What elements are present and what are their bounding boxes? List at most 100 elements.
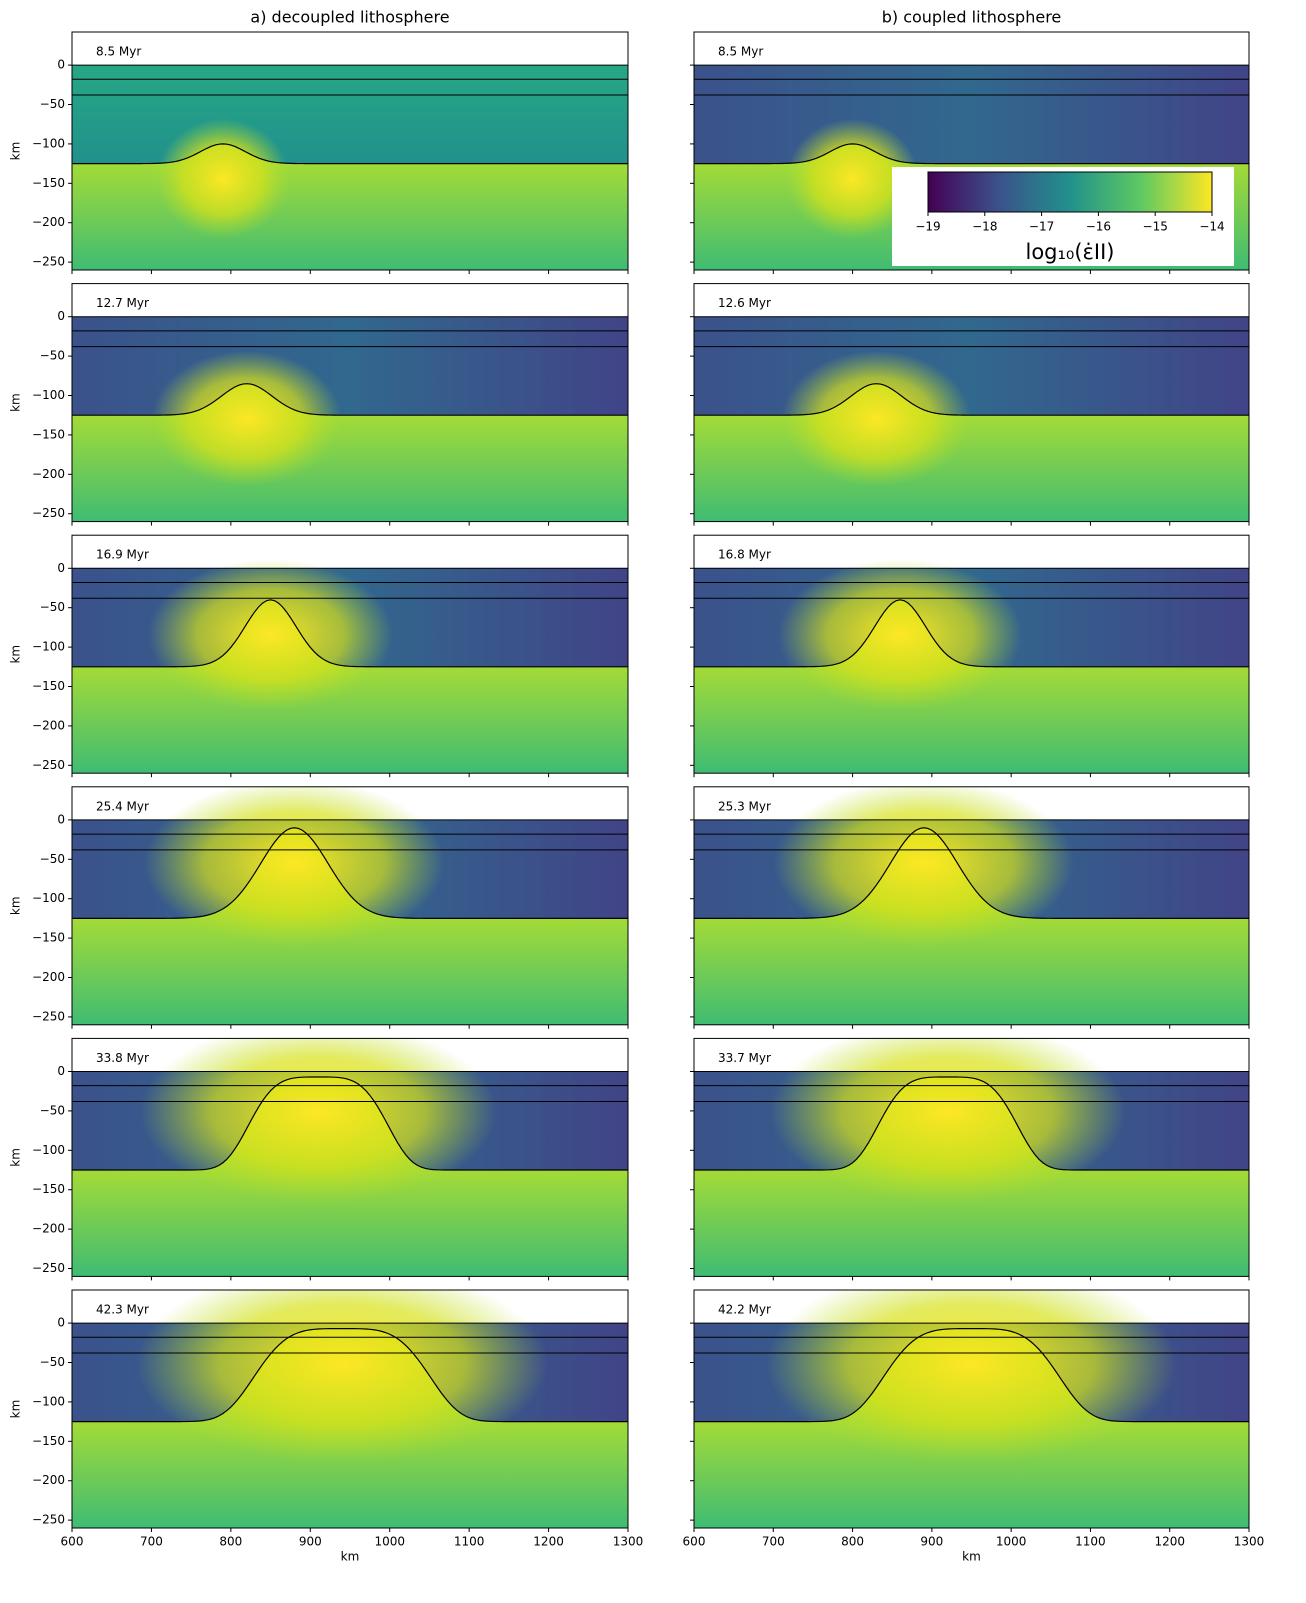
y-tick-label: −250 [32, 1009, 65, 1023]
y-tick-label: −200 [32, 718, 65, 732]
y-tick-label: −250 [32, 506, 65, 520]
y-tick-label: −250 [32, 758, 65, 772]
lithosphere [72, 65, 628, 164]
x-tick-label: 1100 [1075, 1535, 1106, 1549]
rift-dome [770, 1038, 1126, 1204]
colorbar-tick-label: −18 [972, 220, 997, 234]
y-tick-label: −150 [32, 1182, 65, 1196]
axes-frame [71, 786, 629, 1026]
colorbar-tick-label: −19 [915, 220, 940, 234]
time-label: 16.9 Myr [96, 548, 149, 562]
panel: b) coupled lithosphere 8.5 Myr −19 −18 −17 −1… [690, 8, 1250, 274]
y-tick-label: 0 [57, 561, 65, 575]
time-label: 12.7 Myr [96, 296, 149, 310]
axes-frame [71, 1037, 629, 1277]
rift-dome [782, 350, 971, 487]
y-tick-label: −50 [40, 852, 65, 866]
y-tick-label: −250 [32, 1261, 65, 1275]
rift-dome [766, 1290, 1177, 1464]
y-tick-label: −150 [32, 176, 65, 190]
strain-field [694, 786, 1249, 1025]
y-tick-label: −150 [32, 679, 65, 693]
axes-frame [693, 1037, 1250, 1277]
lithosphere [694, 65, 1249, 164]
colorbar [927, 171, 1213, 213]
x-tick-label: 1000 [996, 1535, 1027, 1549]
x-tick-label: 600 [61, 1535, 84, 1549]
x-tick-label: 700 [762, 1535, 785, 1549]
y-tick-label: 0 [57, 1064, 65, 1078]
y-tick-label: −50 [40, 1103, 65, 1117]
time-label: 25.3 Myr [718, 799, 771, 813]
y-tick-label: −200 [32, 970, 65, 984]
strain-field [694, 1290, 1249, 1528]
panel: 12.6 Myr [690, 283, 1250, 526]
strain-field [72, 786, 628, 1025]
y-tick-label: −150 [32, 931, 65, 945]
rift-dome [148, 558, 393, 711]
x-tick-label: 1100 [454, 1535, 485, 1549]
y-tick-label: −50 [40, 97, 65, 111]
axes-frame [71, 31, 629, 271]
x-tick-label: 800 [219, 1535, 242, 1549]
lithosphere [72, 316, 628, 416]
rift-dome [140, 1038, 497, 1204]
lab-line [72, 599, 628, 668]
panel: 25.3 Myr [690, 786, 1250, 1029]
y-tick-label: −200 [32, 1473, 65, 1487]
x-tick-label: 1200 [1154, 1535, 1185, 1549]
y-tick-label: −200 [32, 467, 65, 481]
x-tick-label: 1200 [533, 1535, 564, 1549]
axes-frame [693, 31, 1250, 271]
panel: 0 −50 −100 −150 −200 −250 a) decoupled lithosp… [9, 8, 629, 274]
x-axis-label: km [341, 1550, 360, 1564]
lab-line [72, 143, 628, 165]
y-tick-label: −200 [32, 1222, 65, 1236]
y-tick-label: 0 [57, 309, 65, 323]
axes-frame [71, 283, 629, 523]
colorbar-tick-label: −15 [1143, 220, 1168, 234]
time-label: 8.5 Myr [718, 45, 763, 59]
time-label: 42.3 Myr [96, 1303, 149, 1317]
lab-line [694, 1076, 1249, 1171]
lab-line [72, 1076, 628, 1171]
rift-dome [778, 558, 1023, 711]
time-label: 42.2 Myr [718, 1303, 771, 1317]
lab-line [72, 827, 628, 920]
lab-line [694, 827, 1249, 920]
y-tick-label: −50 [40, 349, 65, 363]
time-label: 8.5 Myr [96, 45, 141, 59]
panel: 0 −50 −100 −150 −200 −250 12.7 Myr km [9, 283, 629, 526]
time-label: 16.8 Myr [718, 548, 771, 562]
rift-dome [144, 786, 445, 947]
strain-field [72, 1290, 628, 1528]
rift-dome [774, 786, 1074, 947]
panel: 0 −50 −100 −150 −200 −250 25.4 Myr km [9, 786, 629, 1029]
lab-line [694, 1328, 1249, 1423]
y-tick-label: −150 [32, 427, 65, 441]
y-axis-label: km [9, 393, 23, 412]
strain-field [694, 316, 1249, 522]
strain-field [72, 64, 628, 270]
strain-field [72, 316, 628, 522]
panel: 0 −50 −100 −150 −200 −250 16.9 Myr km [9, 534, 629, 778]
strain-field [72, 1038, 628, 1277]
y-tick-label: −250 [32, 255, 65, 269]
y-tick-label: −50 [40, 600, 65, 614]
x-tick-label: 600 [683, 1535, 706, 1549]
colorbar-tick-label: −17 [1029, 220, 1054, 234]
y-tick-label: −100 [32, 640, 65, 654]
strain-field [694, 558, 1249, 774]
x-tick-label: 1000 [374, 1535, 405, 1549]
y-tick-label: 0 [57, 58, 65, 72]
y-axis-label: km [9, 645, 23, 664]
axes-frame [693, 786, 1250, 1026]
rift-dome [136, 1290, 548, 1464]
x-axis-label: km [962, 1550, 981, 1564]
y-tick-label: 0 [57, 1316, 65, 1330]
time-label: 33.8 Myr [96, 1051, 149, 1065]
rift-dome [152, 350, 342, 487]
x-tick-label: 900 [299, 1535, 322, 1549]
rift-dome [156, 118, 290, 239]
